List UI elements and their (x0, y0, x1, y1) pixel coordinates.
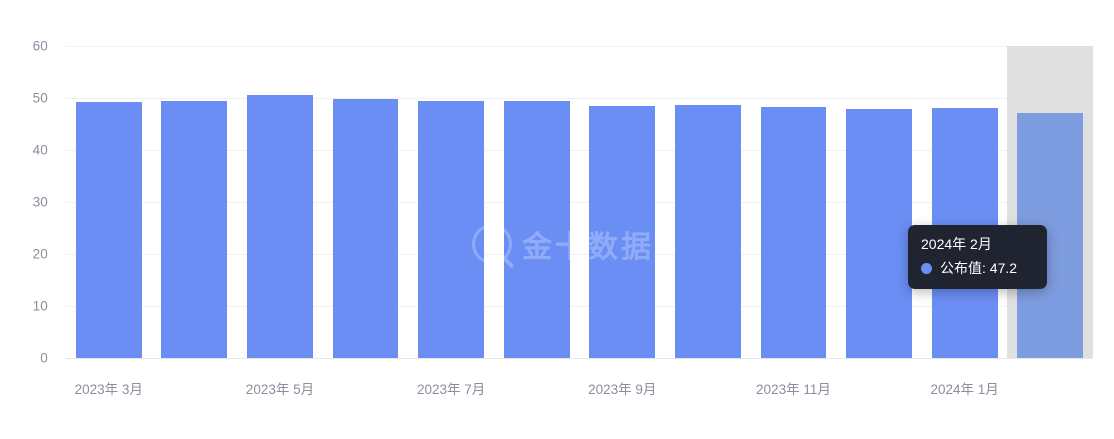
tooltip-series-dot (921, 262, 932, 274)
x-tick-label: 2023年 9月 (588, 382, 657, 397)
gridline-20 (66, 254, 1093, 255)
x-tick-label: 2023年 11月 (756, 382, 831, 397)
gridline-40 (66, 150, 1093, 151)
gridline-60 (66, 46, 1093, 47)
x-tick-label: 2024年 1月 (930, 382, 999, 397)
gridline-0 (66, 358, 1093, 359)
bar-2023年 3月[interactable] (75, 102, 142, 358)
bar-2023年 4月[interactable] (161, 100, 228, 358)
tooltip-series-row: 公布值: 47.2 (921, 258, 1033, 278)
y-tick-50: 50 (32, 90, 48, 106)
bar-2023年 7月[interactable] (418, 100, 485, 358)
bar-2023年 12月[interactable] (846, 108, 912, 358)
gridline-50 (66, 98, 1093, 99)
gridline-10 (66, 306, 1093, 307)
y-tick-20: 20 (32, 246, 48, 262)
tooltip-title: 2024年 2月 (921, 236, 992, 252)
bar-2023年 9月[interactable] (589, 105, 656, 358)
x-tick-label: 2023年 3月 (74, 382, 143, 397)
bar-2023年 8月[interactable] (503, 100, 570, 358)
y-tick-60: 60 (32, 38, 48, 54)
tooltip: 2024年 2月 公布值: 47.2 (908, 225, 1047, 289)
gridline-30 (66, 202, 1093, 203)
y-tick-10: 10 (32, 298, 48, 314)
y-axis: 60 50 40 30 20 10 0 (0, 0, 56, 439)
y-tick-30: 30 (32, 194, 48, 210)
y-tick-0: 0 (40, 350, 48, 366)
plot-area[interactable] (66, 46, 1093, 359)
bar-2023年 6月[interactable] (332, 99, 399, 358)
bar-2023年 10月[interactable] (674, 104, 741, 358)
bar-2023年 5月[interactable] (247, 94, 313, 358)
x-tick-label: 2023年 7月 (416, 382, 486, 397)
bar-2023年 11月[interactable] (760, 106, 827, 358)
tooltip-series-value: 公布值: 47.2 (940, 260, 1018, 276)
x-tick-label: 2023年 5月 (245, 382, 315, 397)
y-tick-40: 40 (32, 142, 48, 158)
